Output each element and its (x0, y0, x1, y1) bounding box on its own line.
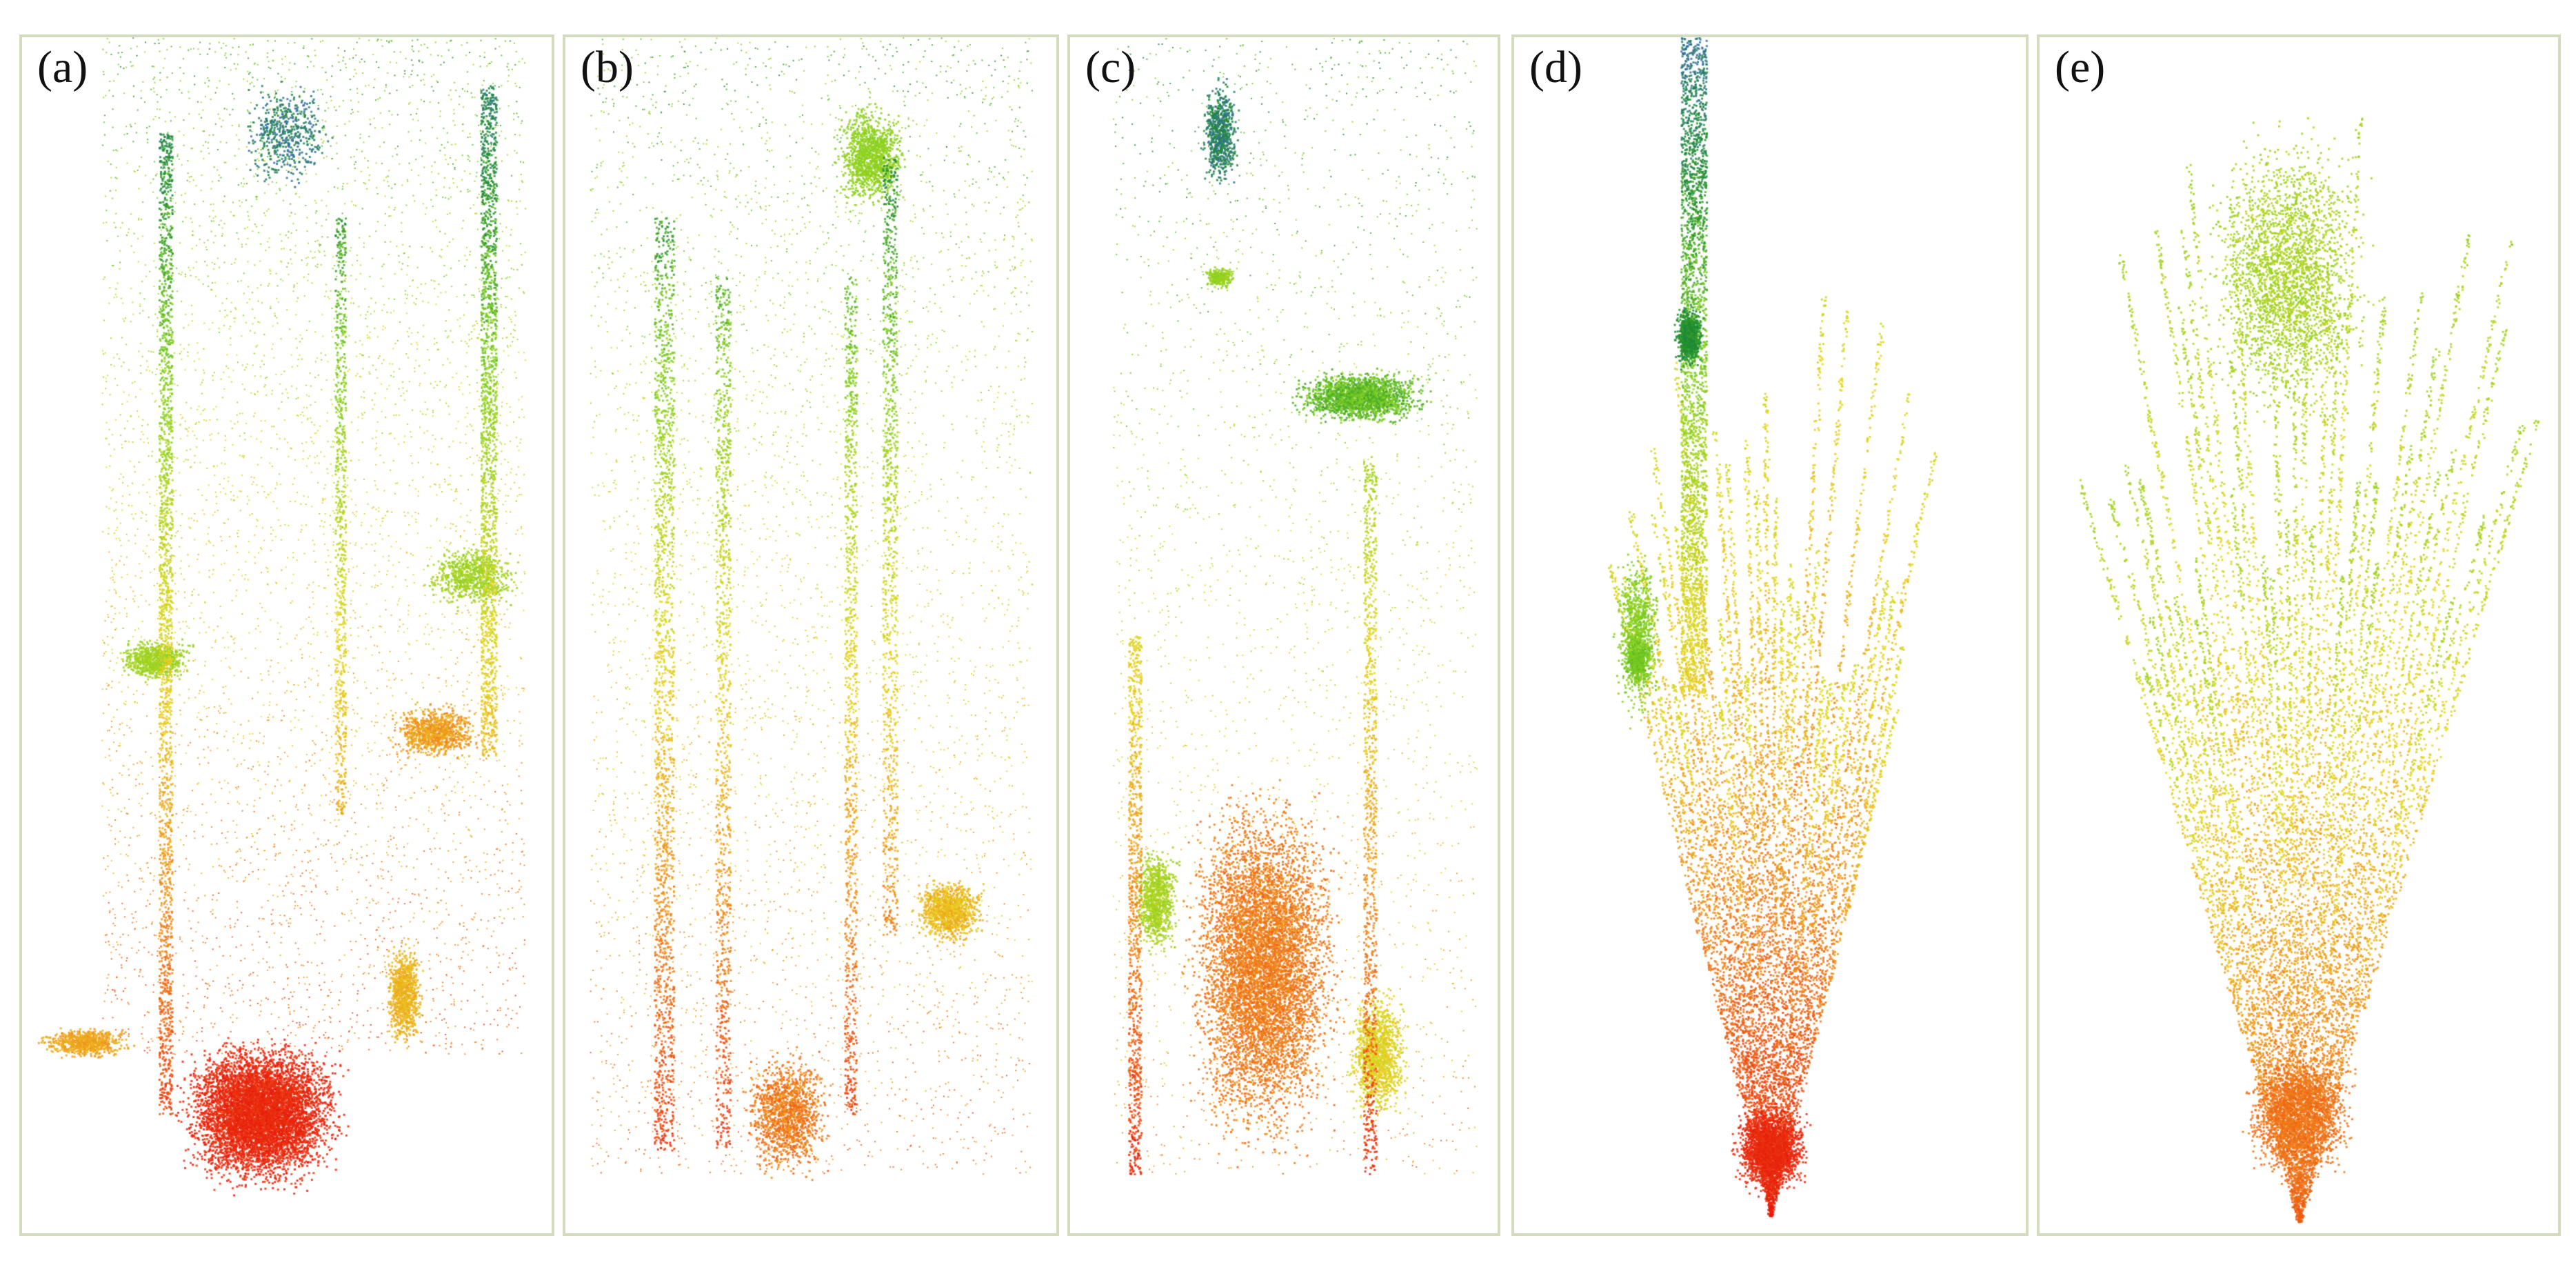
panel-label-a: (a) (37, 42, 88, 92)
point-cloud-c (1070, 37, 1498, 1233)
panel-label-e: (e) (2055, 42, 2106, 92)
point-cloud-e (2040, 37, 2558, 1233)
point-cloud-b (565, 37, 1056, 1233)
point-cloud-a (22, 37, 552, 1233)
point-cloud-d (1514, 37, 2026, 1233)
panel-label-d: (d) (1529, 42, 1582, 92)
panel-b: (b) (563, 34, 1059, 1236)
panel-c: (c) (1067, 34, 1500, 1236)
panel-label-c: (c) (1085, 42, 1136, 92)
panel-d: (d) (1511, 34, 2029, 1236)
panel-a: (a) (19, 34, 554, 1236)
panel-label-b: (b) (581, 42, 634, 92)
panel-e: (e) (2037, 34, 2561, 1236)
